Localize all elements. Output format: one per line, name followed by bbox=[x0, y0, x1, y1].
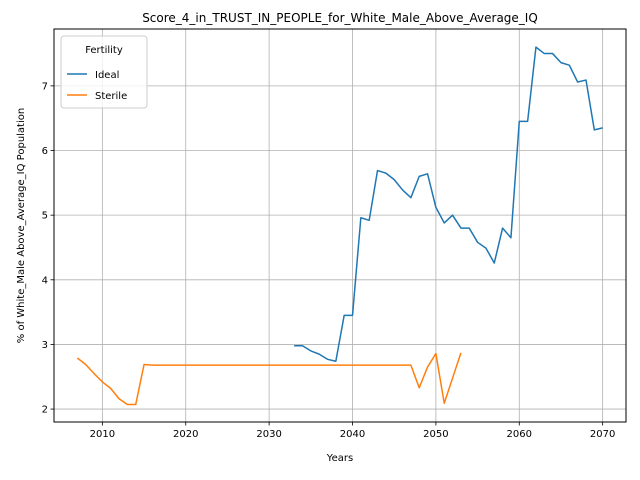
y-tick-label: 5 bbox=[42, 211, 48, 222]
series-group bbox=[76, 46, 603, 406]
series-line-ideal bbox=[294, 46, 603, 362]
y-tick-label: 4 bbox=[42, 275, 48, 286]
x-tick-label: 2060 bbox=[507, 429, 532, 440]
x-axis-label: Years bbox=[326, 453, 353, 464]
legend-label-sterile: Sterile bbox=[95, 91, 127, 102]
y-tick-label: 6 bbox=[42, 146, 48, 157]
legend-box bbox=[60, 35, 148, 109]
legend: Fertility Ideal Sterile bbox=[60, 35, 148, 109]
x-tick-label: 2010 bbox=[90, 429, 115, 440]
ticks: 2010 2020 2030 2040 2050 2060 2070 2 3 4 5 6 7 bbox=[42, 81, 616, 440]
series-line-sterile bbox=[76, 352, 462, 406]
plot-frame bbox=[53, 28, 627, 423]
y-tick-label: 3 bbox=[42, 340, 48, 351]
x-tick-label: 2030 bbox=[256, 429, 281, 440]
y-tick-label: 2 bbox=[42, 405, 48, 416]
y-axis-label: % of White_Male Above_Average_IQ Populat… bbox=[16, 108, 27, 343]
chart-title: Score_4_in_TRUST_IN_PEOPLE_for_White_Mal… bbox=[142, 11, 538, 25]
x-tick-label: 2040 bbox=[340, 429, 365, 440]
x-tick-label: 2020 bbox=[173, 429, 198, 440]
x-tick-label: 2070 bbox=[590, 429, 615, 440]
legend-title: Fertility bbox=[85, 45, 123, 56]
y-tick-label: 7 bbox=[42, 81, 48, 92]
x-tick-label: 2050 bbox=[423, 429, 448, 440]
legend-label-ideal: Ideal bbox=[95, 70, 119, 81]
grid bbox=[54, 29, 626, 422]
